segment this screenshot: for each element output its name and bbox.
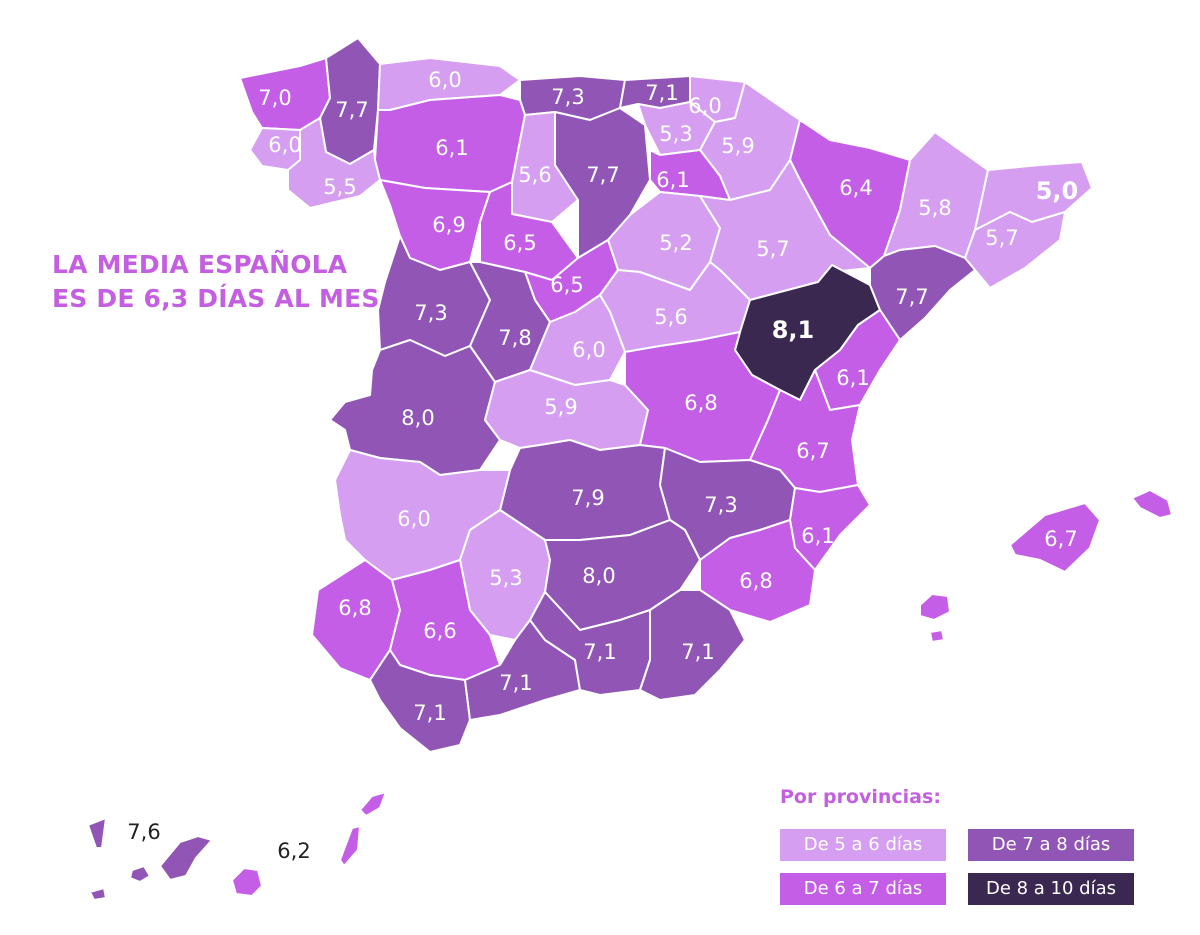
legend-item-8-10: De 8 a 10 días — [968, 873, 1134, 905]
province-value-label: 5,6 — [654, 305, 687, 329]
province-value-label: 8,1 — [772, 316, 815, 344]
province-barcelona — [964, 211, 1066, 289]
province-value-label: 5,3 — [659, 122, 692, 146]
province-value-label: 7,1 — [681, 640, 714, 664]
province-value-label: 7,1 — [413, 701, 446, 725]
province-value-label: 6,5 — [550, 273, 583, 297]
legend-title: Por provincias: — [780, 786, 941, 808]
legend-item-6-7: De 6 a 7 días — [780, 873, 946, 905]
province-value-label: 5,9 — [544, 395, 577, 419]
province-value-label: 6,8 — [338, 596, 371, 620]
province-value-label: 5,3 — [489, 566, 522, 590]
legend-item-7-8: De 7 a 8 días — [968, 829, 1134, 861]
province-value-label: 6,8 — [684, 391, 717, 415]
province-value-label: 6,0 — [688, 94, 721, 118]
province-value-label: 6,9 — [432, 213, 465, 237]
province-mallorca — [1009, 502, 1101, 573]
province-almeria — [639, 589, 746, 701]
province-value-label: 6,0 — [428, 68, 461, 92]
province-value-label: 6,5 — [503, 231, 536, 255]
province-value-label: 6,8 — [739, 569, 772, 593]
island-ibiza — [919, 593, 951, 643]
province-value-label: 8,0 — [582, 564, 615, 588]
province-tarragona — [869, 245, 976, 341]
island-menorca — [1131, 489, 1173, 519]
headline-line-2: ES DE 6,3 DÍAS AL MES — [52, 284, 380, 313]
province-value-label: 7,7 — [335, 98, 368, 122]
province-value-label: 6,1 — [836, 366, 869, 390]
province-value-label: 5,7 — [985, 226, 1018, 250]
province-value-label: 6,7 — [796, 439, 829, 463]
province-value-label: 7,1 — [583, 640, 616, 664]
province-value-label: 7,3 — [414, 301, 447, 325]
province-value-label: 7,1 — [645, 81, 678, 105]
province-value-label: 6,1 — [656, 168, 689, 192]
province-value-label: 6,4 — [839, 176, 872, 200]
province-value-label: 7,3 — [704, 493, 737, 517]
province-value-label: 7,8 — [498, 326, 531, 350]
province-value-label: 5,2 — [659, 231, 692, 255]
province-granada — [529, 591, 651, 696]
province-value-label: 5,5 — [323, 175, 356, 199]
province-value-label: 5,9 — [721, 134, 754, 158]
province-value-label: 6,0 — [268, 133, 301, 157]
province-value-label: 7,7 — [586, 163, 619, 187]
province-value-label: 5,8 — [918, 196, 951, 220]
province-value-label: 7,3 — [551, 85, 584, 109]
headline: LA MEDIA ESPAÑOLA ES DE 6,3 DÍAS AL MES — [52, 248, 380, 316]
province-value-label: 6,6 — [423, 619, 456, 643]
province-value-label: 6,2 — [277, 839, 310, 863]
province-value-label: 7,9 — [571, 486, 604, 510]
province-value-label: 6,7 — [1044, 527, 1077, 551]
province-value-label: 6,1 — [435, 136, 468, 160]
province-las-palmas — [231, 791, 387, 897]
province-value-label: 7,0 — [258, 86, 291, 110]
province-value-label: 7,6 — [127, 820, 160, 844]
province-value-label: 5,7 — [756, 237, 789, 261]
province-value-label: 6,0 — [572, 338, 605, 362]
province-value-label: 7,1 — [499, 671, 532, 695]
province-value-label: 8,0 — [401, 406, 434, 430]
province-value-label: 6,1 — [801, 524, 834, 548]
province-value-label: 7,7 — [895, 285, 928, 309]
province-value-label: 5,0 — [1036, 177, 1079, 205]
headline-line-1: LA MEDIA ESPAÑOLA — [52, 250, 348, 279]
province-value-label: 6,0 — [397, 507, 430, 531]
province-santa-cruz-de-tenerife — [87, 817, 213, 901]
province-value-label: 5,6 — [518, 163, 551, 187]
legend-item-5-6: De 5 a 6 días — [780, 829, 946, 861]
